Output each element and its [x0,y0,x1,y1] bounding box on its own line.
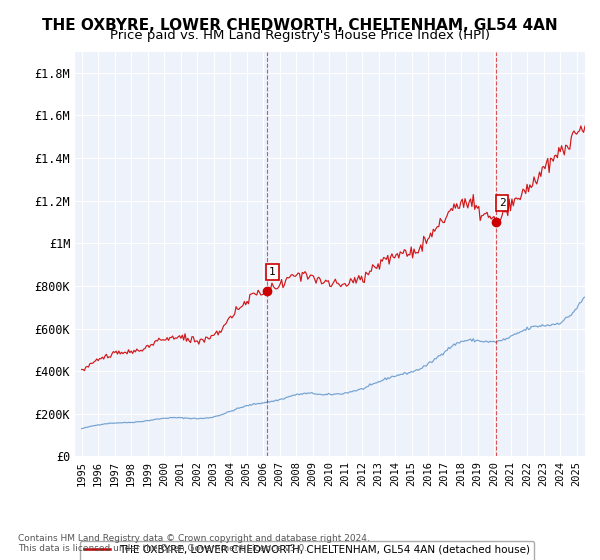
Text: 1: 1 [269,267,276,277]
Text: Contains HM Land Registry data © Crown copyright and database right 2024.
This d: Contains HM Land Registry data © Crown c… [18,534,370,553]
Text: 2: 2 [499,198,506,208]
Legend: THE OXBYRE, LOWER CHEDWORTH, CHELTENHAM, GL54 4AN (detached house), HPI: Average: THE OXBYRE, LOWER CHEDWORTH, CHELTENHAM,… [80,540,534,560]
Text: Price paid vs. HM Land Registry's House Price Index (HPI): Price paid vs. HM Land Registry's House … [110,29,490,42]
Text: THE OXBYRE, LOWER CHEDWORTH, CHELTENHAM, GL54 4AN: THE OXBYRE, LOWER CHEDWORTH, CHELTENHAM,… [42,18,558,33]
